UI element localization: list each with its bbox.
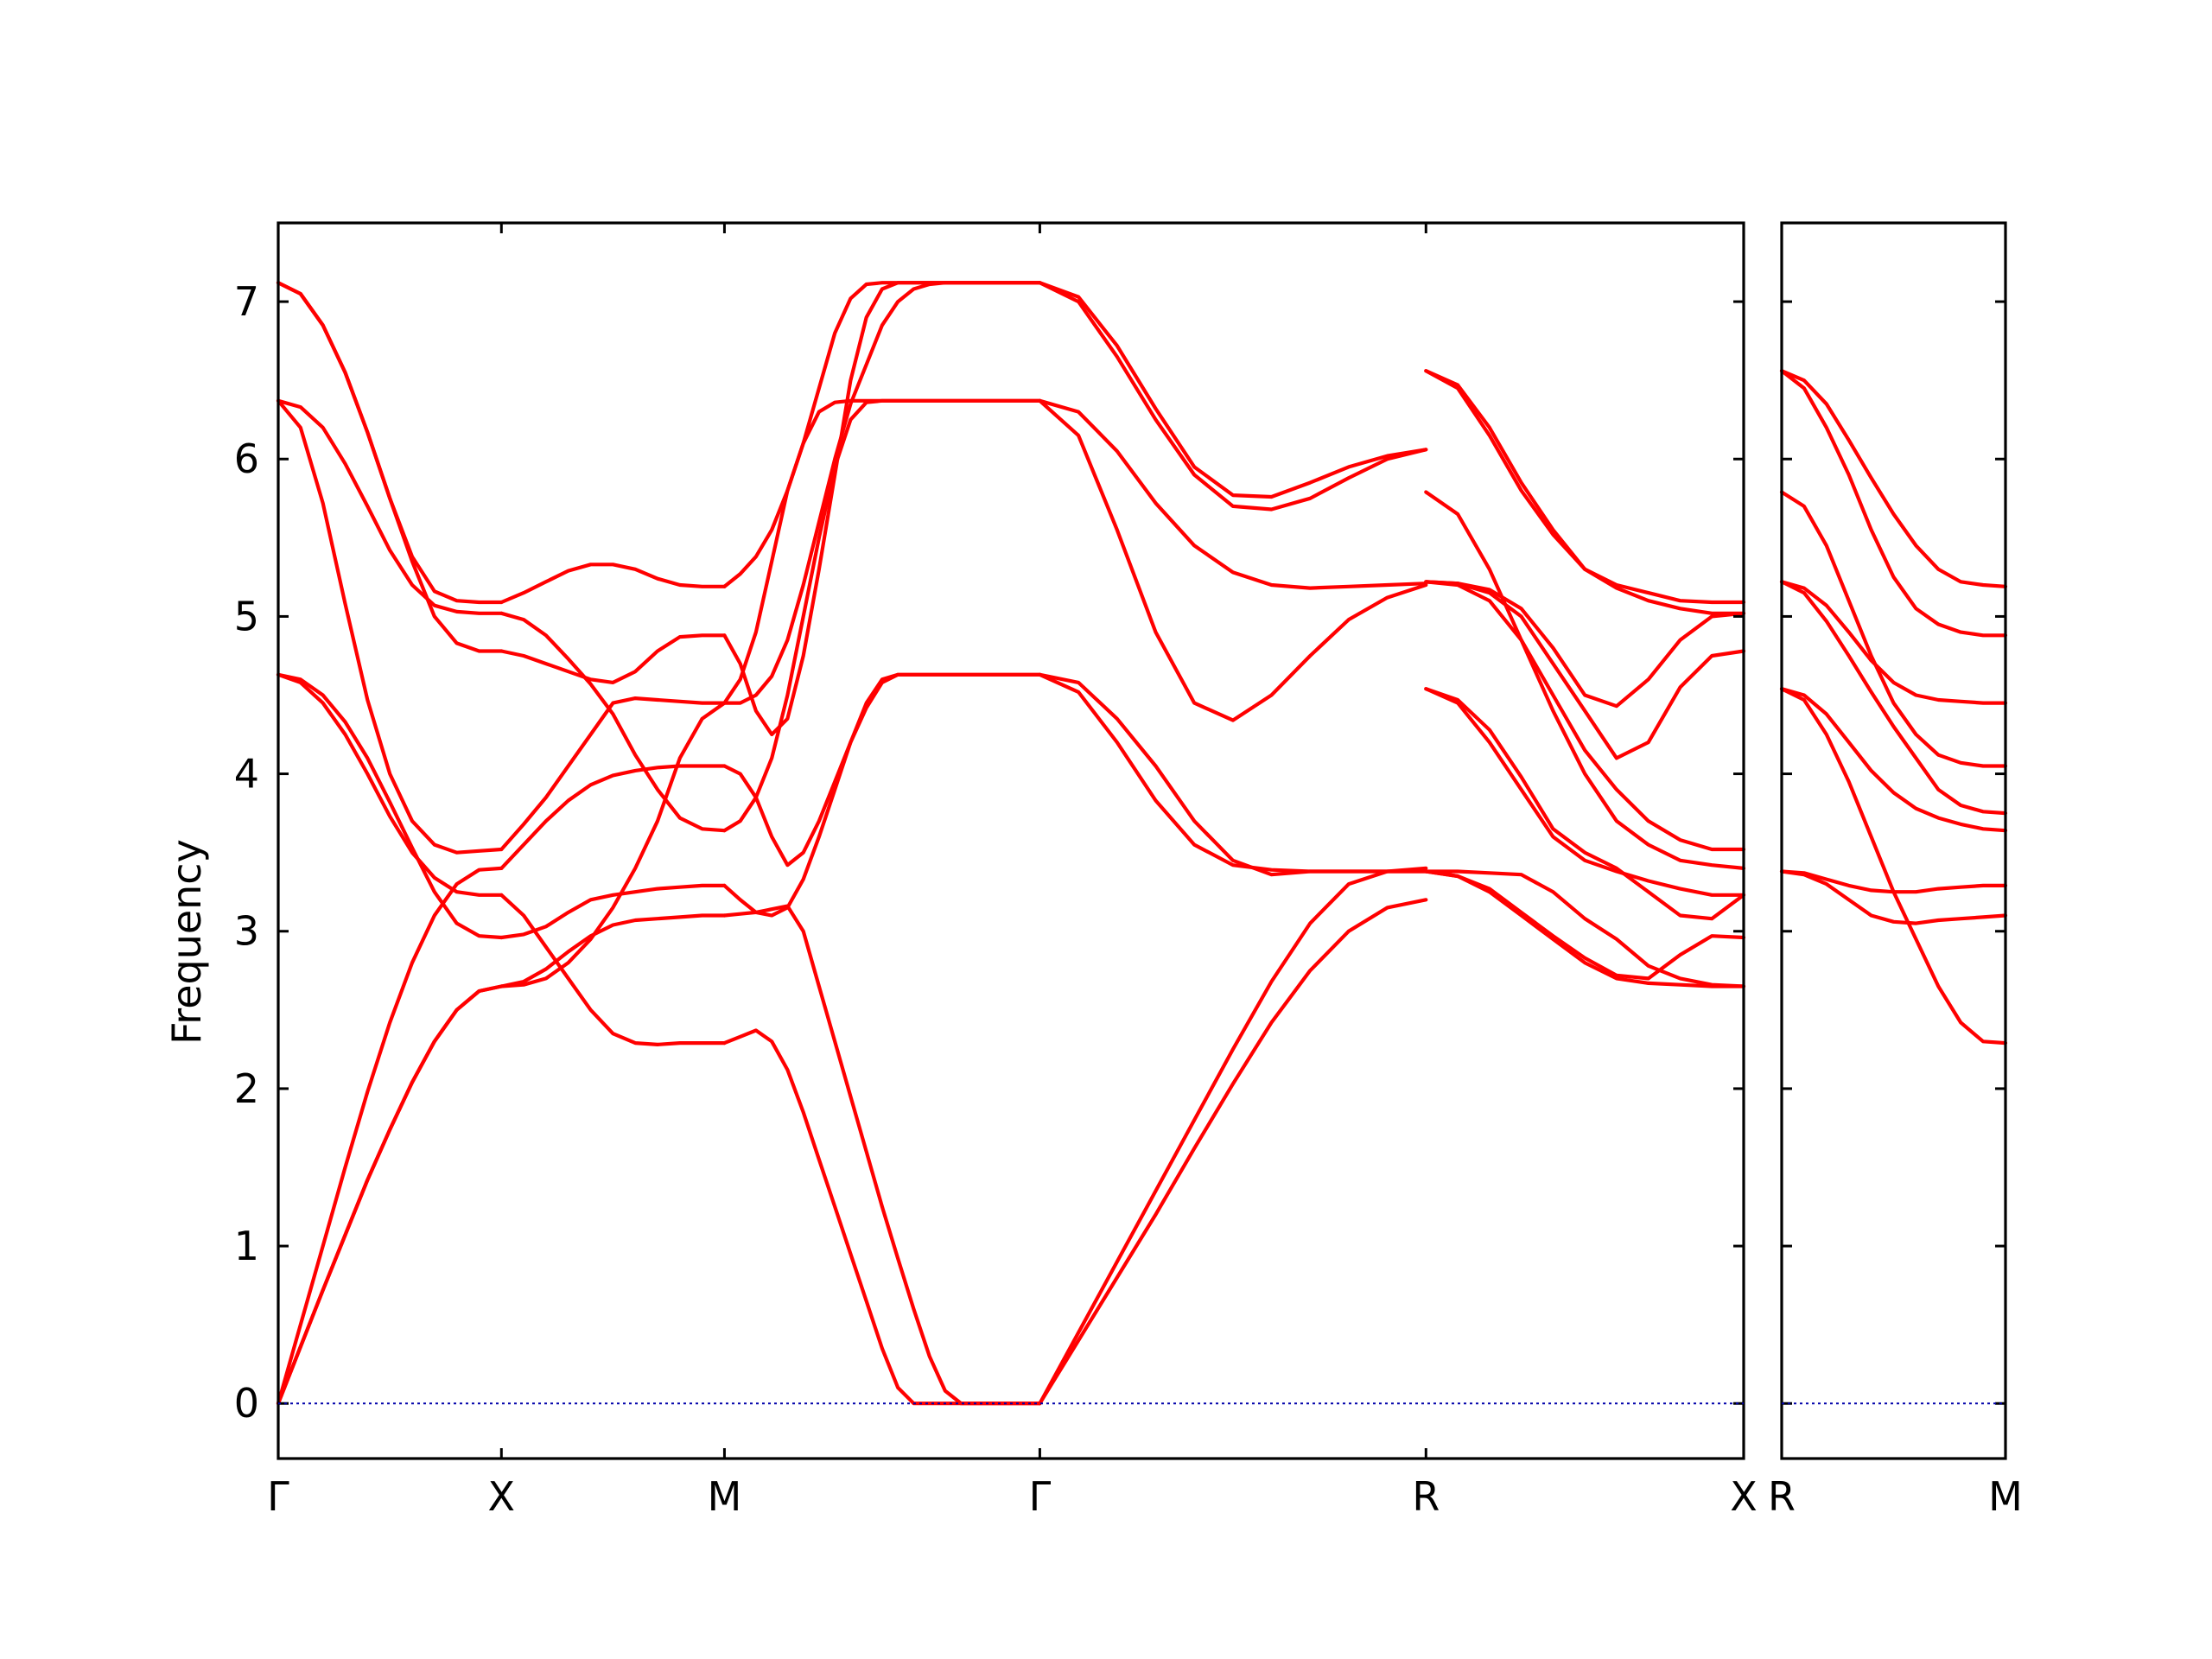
phonon-band-line bbox=[276, 984, 504, 1406]
y-tick-label: 4 bbox=[234, 751, 259, 798]
phonon-band-line bbox=[1779, 687, 2008, 833]
phonon-band-line bbox=[722, 398, 1042, 705]
phonon-band-line bbox=[722, 281, 1042, 588]
x-tick-label: X bbox=[1730, 1473, 1758, 1520]
phonon-band-line bbox=[276, 984, 504, 1406]
phonon-band-line bbox=[1424, 869, 1746, 981]
phonon-band-line bbox=[276, 672, 504, 940]
phonon-band-line bbox=[499, 611, 727, 833]
phonon-band-line bbox=[1779, 490, 2008, 768]
phonon-band-line bbox=[1779, 580, 2008, 816]
phonon-band-line bbox=[722, 281, 1042, 737]
phonon-band-line bbox=[499, 701, 727, 988]
phonon-band-line bbox=[1779, 580, 2008, 705]
side-panel-frame bbox=[1780, 221, 2007, 1460]
phonon-band-line bbox=[1038, 898, 1428, 1406]
phonon-band-line bbox=[1424, 580, 1746, 760]
x-tick-label: Γ bbox=[1029, 1473, 1052, 1520]
x-tick-label: M bbox=[1988, 1473, 2023, 1520]
phonon-band-line bbox=[1038, 281, 1428, 499]
phonon-band-line bbox=[722, 1028, 1042, 1406]
phonon-band-line bbox=[276, 866, 504, 1406]
phonon-band-line bbox=[276, 398, 504, 615]
phonon-band-line bbox=[1779, 687, 2008, 1046]
phonon-band-line bbox=[1038, 866, 1428, 1406]
phonon-band-line bbox=[1424, 580, 1746, 852]
phonon-band-line bbox=[722, 398, 1042, 833]
phonon-band-line bbox=[1424, 869, 1746, 988]
phonon-band-line bbox=[499, 563, 727, 605]
phonon-band-line bbox=[499, 893, 727, 1046]
y-axis-label: Frequency bbox=[163, 839, 210, 1045]
phonon-band-line bbox=[1779, 369, 2008, 638]
phonon-band-line bbox=[722, 904, 1042, 1406]
phonon-band-line bbox=[1424, 369, 1746, 605]
x-tick-label: R bbox=[1412, 1473, 1440, 1520]
y-tick-label: 3 bbox=[234, 908, 259, 955]
y-tick-label: 6 bbox=[234, 435, 259, 482]
phonon-band-line bbox=[722, 281, 1042, 705]
phonon-band-line bbox=[499, 883, 727, 940]
phonon-band-line bbox=[499, 913, 727, 988]
x-tick-label: Γ bbox=[267, 1473, 289, 1520]
phonon-band-line bbox=[1424, 490, 1746, 870]
phonon-band-line bbox=[499, 764, 727, 870]
side-panel-bands bbox=[1779, 369, 2008, 1046]
phonon-band-line bbox=[276, 281, 504, 605]
phonon-band-line bbox=[722, 672, 1042, 868]
y-tick-label: 1 bbox=[234, 1223, 259, 1269]
x-tick-label: X bbox=[488, 1473, 516, 1520]
phonon-band-line bbox=[1424, 687, 1746, 897]
phonon-band-line bbox=[499, 696, 727, 852]
y-tick-label: 5 bbox=[234, 593, 259, 639]
phonon-band-line bbox=[276, 672, 504, 897]
phonon-band-line bbox=[1038, 398, 1428, 722]
x-tick-label: M bbox=[708, 1473, 742, 1520]
x-tick-label: R bbox=[1768, 1473, 1796, 1520]
phonon-band-line bbox=[1038, 398, 1428, 590]
y-tick-label: 0 bbox=[234, 1380, 259, 1427]
phonon-band-line bbox=[1424, 580, 1746, 709]
y-tick-label: 7 bbox=[234, 278, 259, 325]
phonon-band-line bbox=[276, 398, 504, 855]
phonon-band-line bbox=[1424, 869, 1746, 988]
phonon-band-line bbox=[722, 672, 1042, 918]
phonon-band-line bbox=[1038, 672, 1428, 874]
phonon-band-line bbox=[499, 633, 727, 684]
phonon-band-line bbox=[1038, 672, 1428, 877]
main-panel-frame bbox=[276, 221, 1745, 1460]
phonon-band-line bbox=[1779, 369, 2008, 588]
phonon-band-line bbox=[1424, 687, 1746, 921]
phonon-band-line bbox=[1779, 869, 2008, 925]
y-tick-label: 2 bbox=[234, 1065, 259, 1112]
main-panel-bands bbox=[276, 281, 1746, 1406]
phonon-band-line bbox=[1038, 281, 1428, 512]
